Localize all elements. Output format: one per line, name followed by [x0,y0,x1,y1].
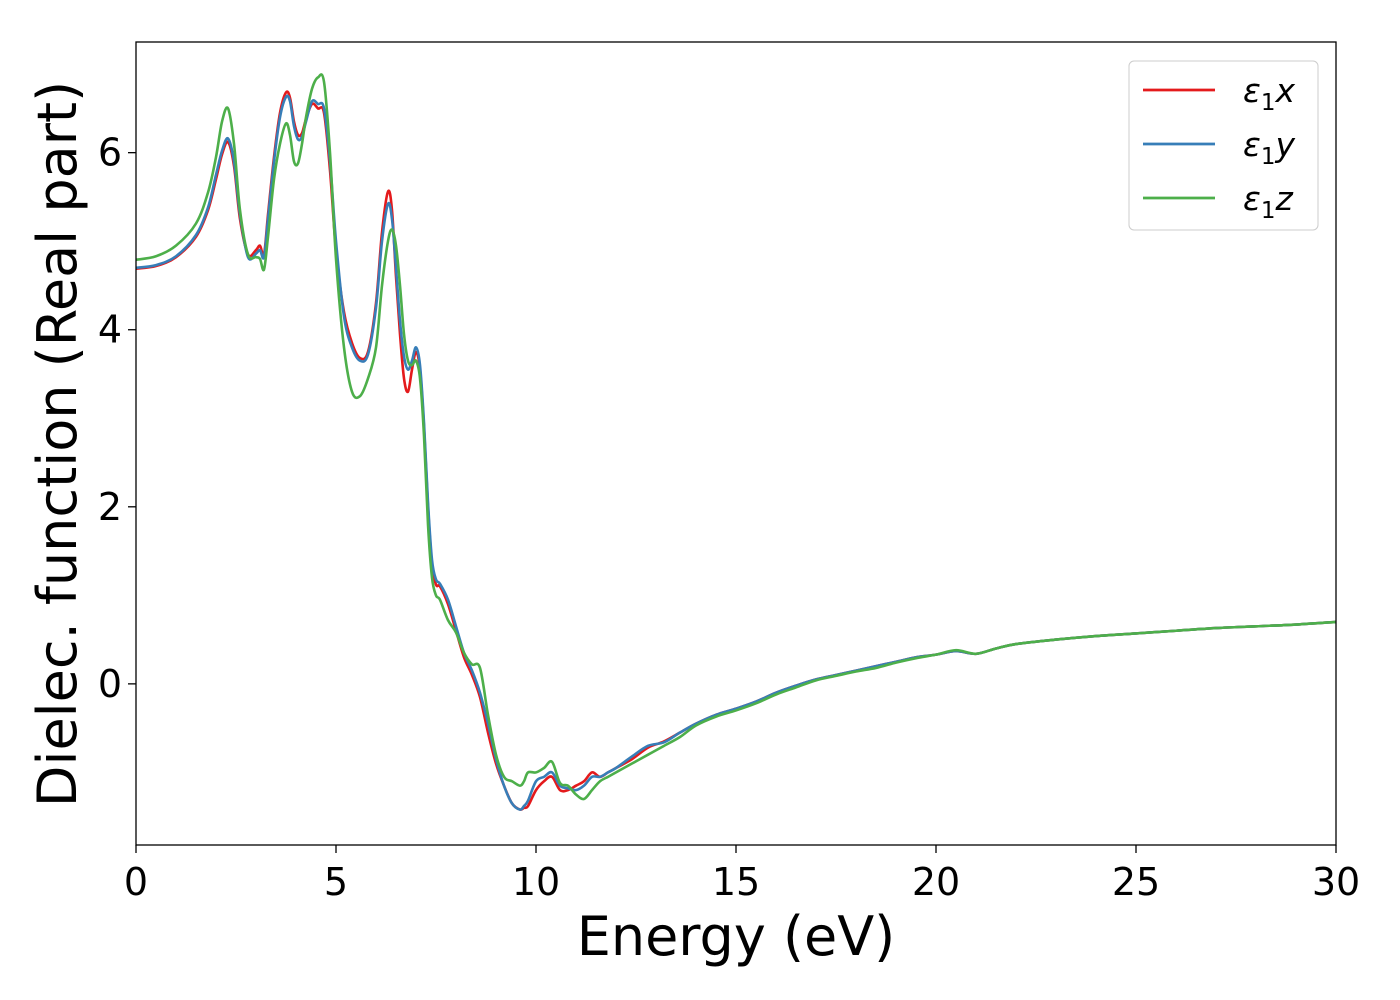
y-tick-label: 6 [98,131,122,175]
plot-lines [135,73,1337,812]
x-tick-label: 15 [712,860,760,904]
x-tick-label: 0 [124,860,148,904]
legend-label-z: ε1z [1243,179,1293,224]
y-tick-label: 0 [98,662,122,706]
x-tick-label: 30 [1312,860,1360,904]
x-tick-label: 20 [912,860,960,904]
y-axis: 0 2 4 6 [98,131,136,706]
y-tick-label: 2 [98,485,122,529]
legend-label-y: ε1y [1243,125,1295,170]
x-axis-label: Energy (eV) [577,905,896,968]
x-tick-label: 5 [324,860,348,904]
x-axis: 0 5 10 15 20 25 30 [124,845,1360,904]
x-tick-label: 25 [1112,860,1160,904]
legend-label-x: ε1x [1243,71,1295,116]
y-tick-label: 4 [98,308,122,352]
x-tick-label: 10 [512,860,560,904]
series-line-z [135,73,1337,801]
y-axis-label: Dielec. function (Real part) [26,81,89,807]
legend: ε1x ε1y ε1z [1128,60,1319,231]
legend-box [1128,60,1319,231]
